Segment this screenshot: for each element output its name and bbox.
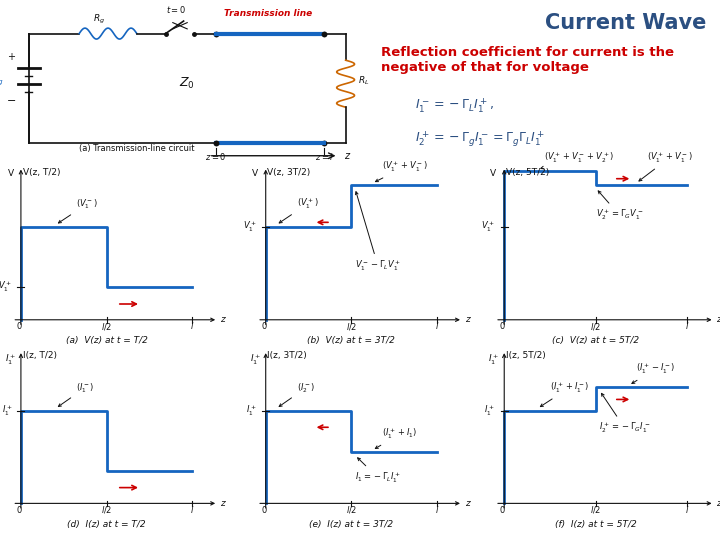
Text: $l/2$: $l/2$ [590,321,601,332]
Text: $I_1^+$: $I_1^+$ [487,353,499,367]
Text: $z$: $z$ [344,151,351,161]
Text: $I_1^+$: $I_1^+$ [246,403,257,417]
Text: V: V [253,170,258,178]
Text: $I_1^- = -\Gamma_L I_1^+,$: $I_1^- = -\Gamma_L I_1^+,$ [415,96,494,114]
Text: $Z_0$: $Z_0$ [179,76,195,91]
Text: $l/2$: $l/2$ [346,321,357,332]
Text: $z$: $z$ [464,499,472,508]
Text: $(V_1^-)$: $(V_1^-)$ [58,198,97,223]
Text: $z=l$: $z=l$ [315,151,333,163]
Text: I(z, 5T/2): I(z, 5T/2) [506,351,546,360]
Text: Current Wave: Current Wave [544,13,706,33]
Text: $I_1^+$: $I_1^+$ [1,403,12,417]
Text: $I_1^+$: $I_1^+$ [5,353,17,367]
Text: I(z, T/2): I(z, T/2) [22,351,57,360]
Text: $z$: $z$ [220,499,227,508]
Text: +: + [6,52,15,62]
Text: $R_g$: $R_g$ [93,12,105,25]
Text: V: V [490,170,496,178]
Text: Reflection coefficient for current is the
negative of that for voltage: Reflection coefficient for current is th… [381,46,674,74]
Text: $(V_1^+ + V_1^-)$: $(V_1^+ + V_1^-)$ [375,160,428,181]
Text: V(z, T/2): V(z, T/2) [22,167,60,177]
Text: V(z, 5T/2): V(z, 5T/2) [506,167,549,177]
Text: $V_g$: $V_g$ [0,73,4,88]
Text: $l$: $l$ [190,320,194,331]
Text: 0: 0 [500,322,505,331]
Text: $z$: $z$ [716,499,720,508]
Text: $l/2$: $l/2$ [101,321,112,332]
Text: (b)  V(z) at t = 3T/2: (b) V(z) at t = 3T/2 [307,336,395,346]
Text: $l$: $l$ [685,320,689,331]
Text: $I_1^+$: $I_1^+$ [250,353,261,367]
Text: $z$: $z$ [220,315,227,325]
Text: 0: 0 [261,322,266,331]
Text: Transmission line: Transmission line [224,9,312,18]
Text: $V_2^+ = \Gamma_G V_1^-$: $V_2^+ = \Gamma_G V_1^-$ [595,191,643,222]
Text: $V_1^- - \Gamma_L V_1^+$: $V_1^- - \Gamma_L V_1^+$ [355,192,401,273]
Text: $l$: $l$ [190,504,194,515]
Text: I(z, 3T/2): I(z, 3T/2) [267,351,307,360]
Text: 0: 0 [17,505,22,515]
Text: $(V_1^+ + V_1^- + V_2^+)$: $(V_1^+ + V_1^- + V_2^+)$ [541,151,614,169]
Text: $R_L$: $R_L$ [359,75,369,87]
Text: $V_1^+$: $V_1^+$ [481,220,495,234]
Text: $t=0$: $t=0$ [166,4,186,15]
Text: $z=0$: $z=0$ [205,151,227,163]
Text: (f)  I(z) at t = 5T/2: (f) I(z) at t = 5T/2 [555,520,636,529]
Text: 0: 0 [500,505,505,515]
Text: $-$: $-$ [6,94,16,105]
Text: $(I_1^+ + I_1^-)$: $(I_1^+ + I_1^-)$ [541,381,589,407]
Text: $(I_1^-)$: $(I_1^-)$ [58,381,94,407]
Text: 0: 0 [261,505,266,515]
Text: (c)  V(z) at t = 5T/2: (c) V(z) at t = 5T/2 [552,336,639,346]
Text: $(V_1^+)$: $(V_1^+)$ [279,197,318,223]
Text: $I_1 = -\Gamma_L I_1^+$: $I_1 = -\Gamma_L I_1^+$ [355,458,401,485]
Text: $l/2$: $l/2$ [590,504,601,515]
Text: $V_1^+$: $V_1^+$ [243,220,257,234]
Text: $l$: $l$ [435,504,439,515]
Text: $I_2^+ = -\Gamma_g I_1^- = \Gamma_g \Gamma_L I_1^+$: $I_2^+ = -\Gamma_g I_1^- = \Gamma_g \Gam… [415,129,545,149]
Text: $(I_1^+ - I_1^-)$: $(I_1^+ - I_1^-)$ [632,362,675,383]
Text: $(I_1^+ + I_1)$: $(I_1^+ + I_1)$ [375,427,418,449]
Text: $(V_1^+ + V_1^-)$: $(V_1^+ + V_1^-)$ [639,151,693,181]
Text: $l/2$: $l/2$ [101,504,112,515]
Text: $(I_2^-)$: $(I_2^-)$ [279,381,315,407]
Text: (e)  I(z) at t = 3T/2: (e) I(z) at t = 3T/2 [310,520,394,529]
Text: $I_1^+$: $I_1^+$ [485,403,495,417]
Text: $l$: $l$ [685,504,689,515]
Text: $I_2^+ = -\Gamma_G I_1^-$: $I_2^+ = -\Gamma_G I_1^-$ [599,393,651,435]
Text: $l$: $l$ [435,320,439,331]
Text: V: V [8,170,14,178]
Text: 0: 0 [17,322,22,331]
Text: $V_1^+$: $V_1^+$ [0,280,12,294]
Text: $l/2$: $l/2$ [346,504,357,515]
Text: (a)  V(z) at t = T/2: (a) V(z) at t = T/2 [66,336,148,346]
Text: $z$: $z$ [464,315,472,325]
Text: V(z, 3T/2): V(z, 3T/2) [267,167,310,177]
Text: (a) Transmission-line circuit: (a) Transmission-line circuit [79,144,194,153]
Text: (d)  I(z) at t = T/2: (d) I(z) at t = T/2 [67,520,146,529]
Text: $z$: $z$ [716,315,720,325]
